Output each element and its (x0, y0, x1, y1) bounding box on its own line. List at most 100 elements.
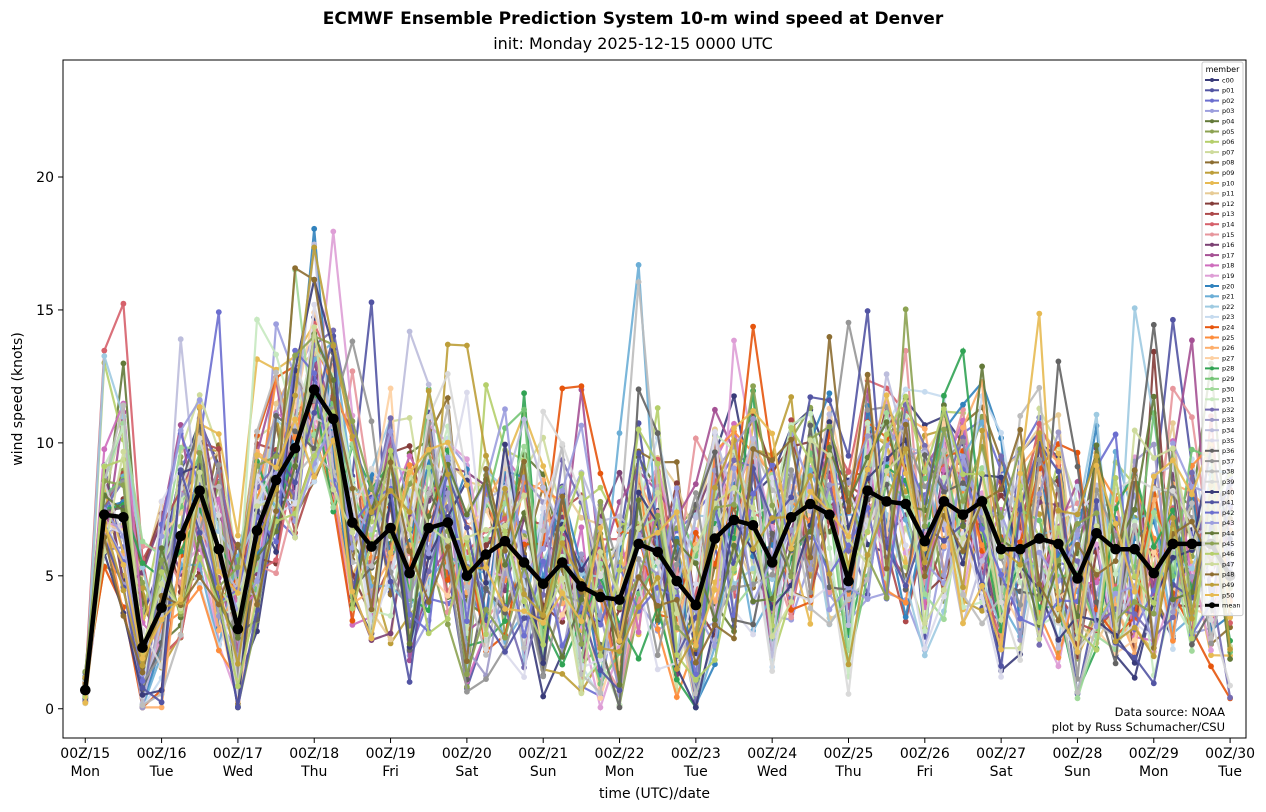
member-point-p35 (998, 674, 1004, 680)
member-point-p49 (521, 591, 527, 598)
member-point-p50 (502, 606, 508, 612)
member-point-p37 (807, 589, 814, 596)
member-point-p44 (196, 535, 203, 542)
member-point-p31 (1112, 571, 1119, 577)
member-point-p30 (425, 464, 432, 471)
member-point-p47 (731, 485, 737, 491)
member-point-p44 (1170, 596, 1176, 603)
legend-entry: p06 (1205, 138, 1234, 146)
member-point-p44 (1227, 656, 1233, 662)
legend-label: p19 (1222, 272, 1234, 280)
member-point-p41 (158, 699, 165, 706)
member-point-p39 (444, 371, 451, 377)
member-point-p05 (444, 621, 451, 628)
member-point-p41 (807, 394, 814, 400)
legend-label: p50 (1222, 591, 1234, 599)
mean-point (919, 535, 931, 547)
mean-point (728, 514, 740, 526)
member-point-p49 (902, 446, 909, 452)
member-point-p50 (1055, 605, 1062, 612)
member-point-p46 (902, 393, 909, 400)
member-point-p32 (330, 327, 337, 334)
member-point-p09 (464, 342, 470, 349)
legend-swatch-marker (1210, 500, 1214, 505)
member-point-p41 (998, 663, 1004, 669)
member-point-p41 (597, 667, 604, 674)
member-point-p15 (692, 435, 699, 442)
y-tick-label: 20 (36, 170, 54, 186)
legend-label: p35 (1222, 437, 1234, 445)
member-point-p27 (1150, 549, 1157, 555)
member-point-p38 (635, 279, 642, 285)
member-point-p33 (864, 433, 871, 439)
member-point-p48 (1131, 467, 1138, 474)
member-point-p45 (483, 606, 489, 613)
legend-label: p41 (1222, 499, 1234, 507)
mean-point (1129, 543, 1140, 555)
member-point-p39 (540, 408, 547, 415)
member-point-p31 (941, 474, 947, 481)
x-tick-label: 00Z/29 (1129, 746, 1179, 762)
legend-swatch-marker (1210, 232, 1214, 237)
mean-point (366, 541, 377, 552)
member-point-p47 (559, 575, 566, 582)
legend-entry: p35 (1205, 437, 1234, 445)
member-point-p07 (196, 392, 203, 398)
mean-point (995, 543, 1007, 555)
member-point-p38 (807, 605, 814, 612)
member-point-p48 (425, 599, 432, 605)
member-point-p34 (177, 336, 184, 343)
legend-entry: p23 (1205, 313, 1234, 321)
member-point-p42 (1112, 431, 1119, 438)
member-point-p32 (731, 457, 737, 464)
member-point-p41 (1150, 680, 1157, 687)
member-point-p38 (177, 632, 184, 639)
mean-point (99, 509, 110, 520)
member-point-p10 (1055, 450, 1062, 457)
member-point-p33 (578, 551, 585, 558)
member-point-p15 (1170, 385, 1176, 392)
member-point-p42 (273, 538, 279, 545)
member-point-p14 (502, 516, 508, 522)
member-point-p35 (292, 500, 298, 507)
x-tick-label: 00Z/27 (976, 746, 1026, 762)
member-point-p22 (1131, 305, 1138, 311)
member-point-p46 (387, 447, 394, 454)
member-point-p46 (731, 565, 737, 572)
legend-entry: p20 (1205, 282, 1234, 290)
member-point-p47 (196, 469, 203, 476)
member-point-p36 (635, 386, 642, 393)
mean-point (1148, 567, 1160, 579)
member-point-p47 (1131, 427, 1138, 434)
member-point-p33 (788, 527, 795, 533)
member-point-p23 (1074, 483, 1081, 490)
member-point-p45 (1055, 557, 1062, 564)
member-point-p31 (864, 420, 871, 426)
mean-point (766, 557, 778, 568)
legend-swatch-marker (1210, 572, 1214, 577)
legend-label: p45 (1222, 540, 1234, 548)
legend-entry: p12 (1205, 200, 1234, 208)
member-point-p47 (502, 522, 508, 529)
legend-entry: p14 (1205, 221, 1234, 229)
x-tick-label: 00Z/28 (1052, 746, 1102, 762)
member-point-p41 (1017, 506, 1024, 513)
member-point-p28 (139, 560, 146, 566)
legend-entry: p17 (1205, 251, 1234, 259)
member-point-p35 (654, 666, 661, 673)
member-point-p48 (311, 276, 318, 283)
member-point-p10 (215, 431, 222, 437)
member-point-p23 (998, 429, 1004, 436)
legend-swatch-marker (1210, 129, 1214, 134)
legend-label: p33 (1222, 416, 1234, 424)
member-point-p25 (902, 599, 909, 606)
member-point-p19 (330, 228, 337, 235)
member-point-p34 (845, 622, 852, 629)
legend-entry: p47 (1205, 560, 1234, 568)
member-point-p01 (368, 299, 375, 306)
member-point-p47 (254, 503, 260, 510)
member-point-p50 (1150, 473, 1157, 480)
member-point-p36 (273, 413, 279, 419)
member-point-p09 (483, 452, 489, 459)
member-point-p36 (1150, 321, 1157, 328)
